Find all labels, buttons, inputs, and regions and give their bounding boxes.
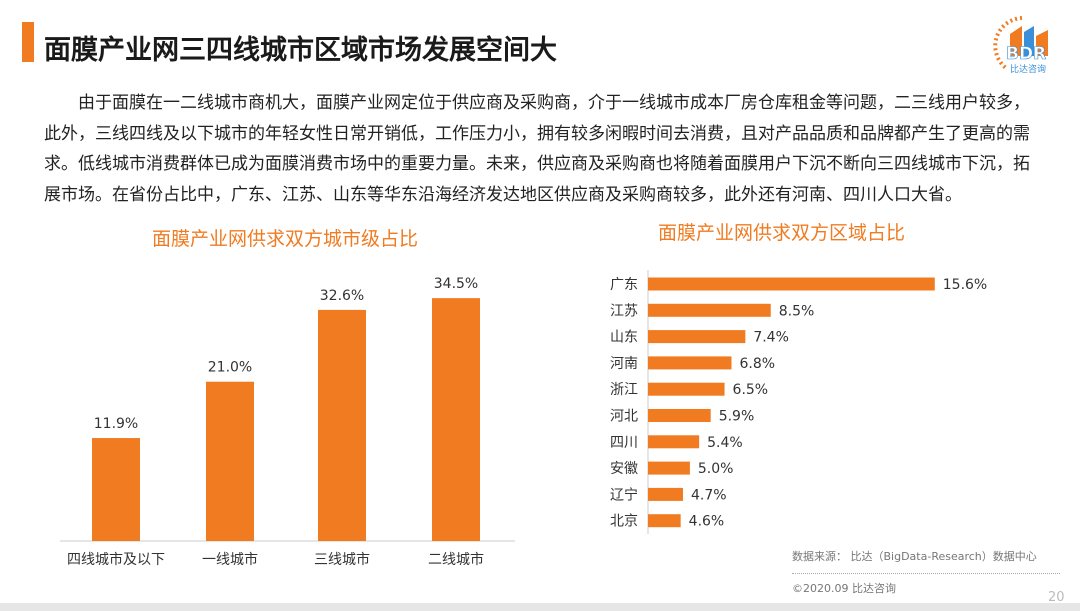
y-tick-label: 山东 <box>610 330 638 346</box>
data-label: 11.9% <box>94 416 138 432</box>
x-tick-label: 二线城市 <box>428 551 484 568</box>
data-label: 5.0% <box>698 461 734 477</box>
svg-text:BDR: BDR <box>1006 44 1046 64</box>
y-tick-label: 安徽 <box>610 461 638 477</box>
data-label: 6.8% <box>739 356 775 372</box>
y-tick-label: 四川 <box>610 435 638 451</box>
bar <box>648 514 681 528</box>
right-chart-title: 面膜产业网供求双方区域占比 <box>658 222 906 244</box>
x-tick-label: 四线城市及以下 <box>67 551 165 568</box>
data-label: 8.5% <box>779 303 815 319</box>
x-tick-label: 一线城市 <box>202 551 258 568</box>
bar <box>648 435 700 449</box>
divider <box>792 573 1060 574</box>
data-label: 7.4% <box>753 330 789 346</box>
y-tick-label: 北京 <box>610 514 638 530</box>
body-paragraph: 由于面膜在一二线城市商机大，面膜产业网定位于供应商及采购商，介于一线城市成本厂房… <box>44 93 1030 205</box>
data-label: 15.6% <box>943 277 987 293</box>
y-tick-label: 江苏 <box>610 303 638 319</box>
bar <box>648 330 746 344</box>
bar <box>318 309 366 541</box>
bar <box>648 487 683 501</box>
bar <box>648 409 711 422</box>
copyright: ©2020.09 比达咨询 <box>792 582 896 595</box>
data-label: 32.6% <box>320 288 364 304</box>
bar <box>92 438 140 541</box>
x-tick-label: 三线城市 <box>314 551 370 568</box>
y-tick-label: 浙江 <box>610 382 638 398</box>
data-source: 数据来源： 比达（BigData-Research）数据中心 <box>792 550 1037 563</box>
data-label: 34.5% <box>434 276 478 292</box>
svg-text:比达咨询: 比达咨询 <box>1010 63 1046 75</box>
page-title: 面膜产业网三四线城市区域市场发展空间大 <box>44 35 557 66</box>
bottom-bar <box>0 603 1080 611</box>
data-label: 5.9% <box>719 409 755 425</box>
data-label: 5.4% <box>707 435 743 451</box>
bar <box>648 382 725 396</box>
y-tick-label: 辽宁 <box>610 486 638 503</box>
data-label: 4.7% <box>691 487 727 503</box>
bar <box>432 298 480 541</box>
bar <box>648 277 935 291</box>
page-number: 20 <box>1048 590 1065 605</box>
bdr-logo: BDR 比达咨询 <box>992 12 1064 78</box>
bar <box>648 303 771 317</box>
data-label: 21.0% <box>208 360 252 376</box>
y-tick-label: 广东 <box>610 277 638 293</box>
left-chart-title: 面膜产业网供求双方城市级占比 <box>152 228 419 250</box>
bar <box>648 461 690 475</box>
title-accent-bar <box>22 22 34 62</box>
bar <box>206 381 254 541</box>
data-label: 6.5% <box>733 382 769 398</box>
y-tick-label: 河北 <box>610 409 638 425</box>
data-label: 4.6% <box>689 514 725 530</box>
y-tick-label: 河南 <box>610 356 638 372</box>
bar <box>648 356 732 370</box>
